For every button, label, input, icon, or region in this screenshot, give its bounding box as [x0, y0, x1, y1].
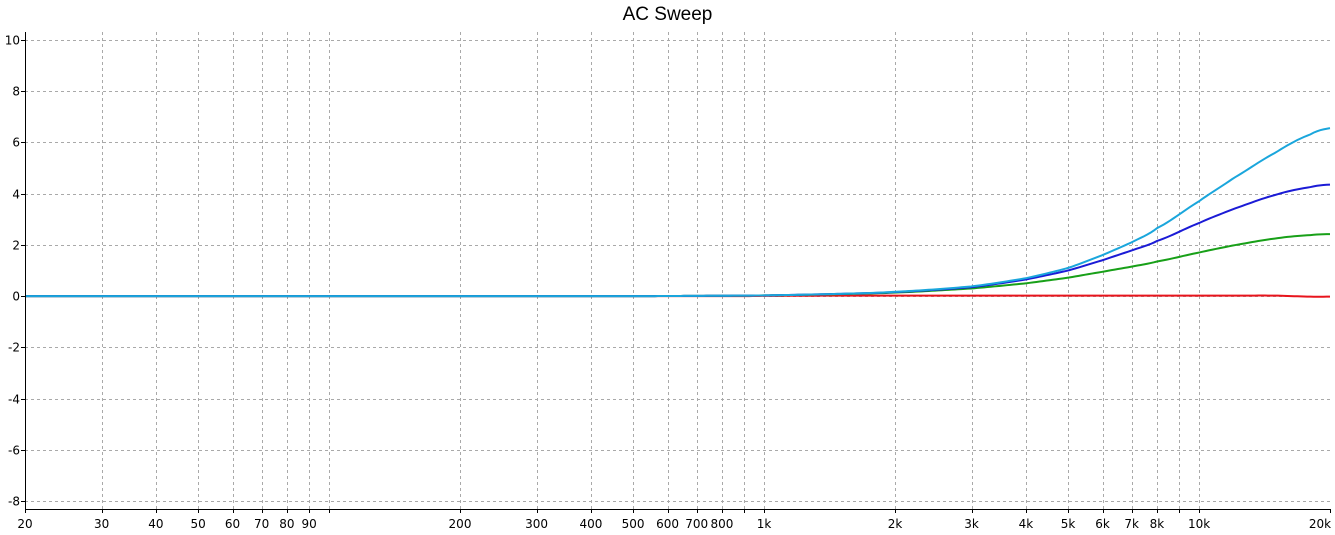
- x-tick-label: 2k: [888, 517, 903, 531]
- x-tick-label: 600: [656, 517, 679, 531]
- x-tick-label: 4k: [1019, 517, 1034, 531]
- x-tick-label: 60: [225, 517, 240, 531]
- y-tick-label: 0: [12, 290, 20, 304]
- x-tick-label: 5k: [1061, 517, 1076, 531]
- x-tick-label: 20: [17, 517, 32, 531]
- x-tick-label: 10k: [1188, 517, 1210, 531]
- x-tick-label: 70: [254, 517, 269, 531]
- y-tick-label: 4: [12, 188, 20, 202]
- x-tick-label: 400: [579, 517, 602, 531]
- x-tick-label: 800: [710, 517, 733, 531]
- x-tick-label: 1k: [757, 517, 772, 531]
- x-tick-label: 30: [94, 517, 109, 531]
- x-tick-label: 200: [449, 517, 472, 531]
- y-tick-label: -8: [8, 495, 20, 509]
- series-line-green: [25, 233, 1331, 298]
- x-tick-label: 7k: [1124, 517, 1139, 531]
- y-tick-label: -6: [8, 444, 20, 458]
- x-tick-label: 80: [279, 517, 294, 531]
- x-tick-label: 3k: [964, 517, 979, 531]
- y-tick-label: 8: [12, 85, 20, 99]
- x-tick-label: 700: [685, 517, 708, 531]
- y-tick-label: -2: [8, 341, 20, 355]
- x-tick-label: 90: [302, 517, 317, 531]
- axis-layer: [21, 32, 1331, 513]
- y-tick-label: -4: [8, 393, 20, 407]
- x-tick-label: 8k: [1150, 517, 1165, 531]
- y-tick-label: 10: [5, 34, 20, 48]
- x-tick-label: 500: [622, 517, 645, 531]
- label-layer: 20 30 40 50 60 70 80 90 200 300 400 500 600 700 800 1k 2…: [5, 34, 1331, 532]
- y-tick-label: 2: [12, 239, 20, 253]
- x-tick-label: 50: [190, 517, 205, 531]
- y-tick-label: 6: [12, 136, 20, 150]
- series-layer: [25, 127, 1331, 298]
- chart-title: AC Sweep: [622, 4, 713, 25]
- x-tick-label: 6k: [1095, 517, 1110, 531]
- x-tick-label: 40: [148, 517, 163, 531]
- series-line-cyan: [25, 127, 1331, 298]
- x-tick-label: 300: [525, 517, 548, 531]
- x-tick-label: 20k: [1309, 517, 1331, 531]
- grid-layer: [25, 32, 1330, 509]
